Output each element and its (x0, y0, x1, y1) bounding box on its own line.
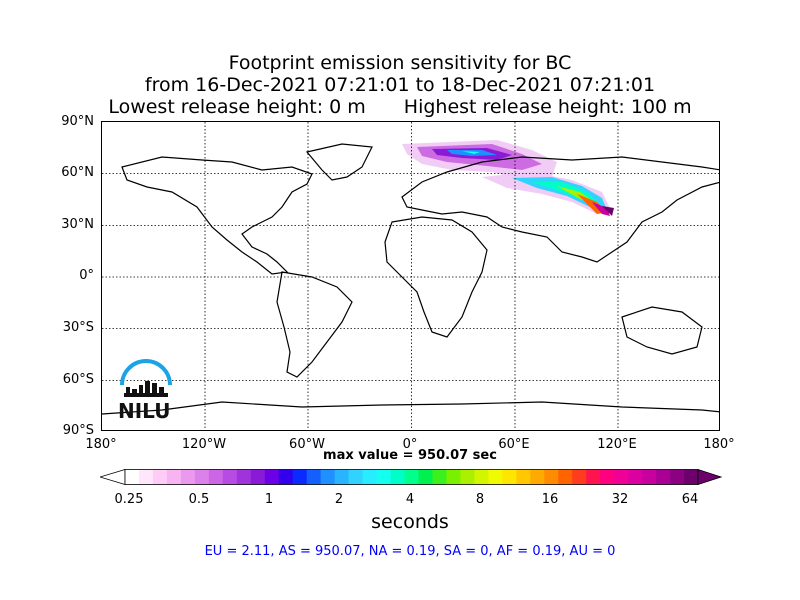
colorbar-swatch (656, 469, 671, 485)
colorbar-swatch (488, 469, 503, 485)
colorbar-swatch (586, 469, 601, 485)
colorbar-swatch (222, 469, 238, 485)
colorbar-swatch (446, 469, 461, 485)
colorbar-swatch (376, 469, 391, 485)
colorbar-swatch (474, 469, 489, 485)
colorbar-swatch (404, 469, 419, 485)
colorbar-swatch (152, 469, 168, 485)
colorbar-swatch (572, 469, 587, 485)
max-value: max value = 950.07 sec (323, 448, 497, 463)
world-map (101, 121, 720, 431)
lat-label: 60°S (62, 372, 94, 387)
lat-label: 30°S (62, 320, 94, 335)
colorbar-swatch (418, 469, 433, 485)
map-title-line1: Footprint emission sensitivity for BC (228, 52, 572, 74)
colorbar-swatch (670, 469, 685, 485)
colorbar-swatch (628, 469, 643, 485)
colorbar-tick: 64 (681, 492, 699, 507)
lat-label: 60°N (61, 165, 94, 180)
colorbar-units: seconds (371, 511, 449, 533)
colorbar-swatch (292, 469, 308, 485)
colorbar-swatch (362, 469, 377, 485)
lon-label: 180° (703, 437, 735, 452)
lat-label: 90°S (62, 423, 94, 438)
colorbar-swatch (320, 469, 336, 485)
colorbar-swatch (334, 469, 350, 485)
footprint-plume (402, 140, 614, 216)
colorbar-swatch (432, 469, 447, 485)
colorbar-under-arrow (100, 469, 126, 485)
colorbar-swatch (278, 469, 294, 485)
colorbar-swatch (348, 469, 363, 485)
colorbar-tick: 0.5 (188, 492, 210, 507)
graticule (102, 122, 719, 430)
lowest-release-height: Lowest release height: 0 m (108, 96, 366, 118)
coastlines (102, 143, 719, 415)
colorbar-swatch (684, 469, 699, 485)
lon-label: 180° (85, 437, 117, 452)
colorbar-swatch (390, 469, 405, 485)
lat-label: 0° (79, 268, 94, 283)
lat-label: 90°N (61, 114, 94, 129)
map-canvas (102, 122, 719, 430)
colorbar-tick: 0.25 (114, 492, 144, 507)
colorbar-frame (124, 469, 699, 485)
colorbar-swatch (642, 469, 657, 485)
map-title-line2: from 16-Dec-2021 07:21:01 to 18-Dec-2021… (144, 74, 656, 96)
colorbar-swatch (208, 469, 224, 485)
colorbar-swatch (166, 469, 182, 485)
colorbar-tick: 1 (264, 492, 274, 507)
colorbar-tick: 8 (475, 492, 485, 507)
lon-label: 0° (402, 437, 418, 452)
map-title-line3: Lowest release height: 0 m Highest releas… (0, 96, 800, 118)
colorbar-swatch (138, 469, 154, 485)
colorbar-swatch (558, 469, 573, 485)
colorbar-swatch (125, 469, 140, 485)
colorbar-swatch (460, 469, 475, 485)
lon-label: 120°W (181, 437, 227, 452)
lat-label: 30°N (61, 217, 94, 232)
colorbar-swatch (194, 469, 210, 485)
colorbar-swatch (306, 469, 322, 485)
colorbar-swatch (180, 469, 196, 485)
lon-label: 60°E (498, 437, 530, 452)
colorbar-swatch (600, 469, 615, 485)
colorbar-tick: 2 (334, 492, 344, 507)
colorbar-tick: 32 (611, 492, 629, 507)
colorbar (100, 469, 722, 485)
nilu-logo (120, 359, 172, 397)
colorbar-swatch (264, 469, 280, 485)
colorbar-tick: 16 (541, 492, 559, 507)
colorbar-tick: 4 (405, 492, 415, 507)
colorbar-over-arrow (697, 469, 722, 485)
colorbar-swatch (502, 469, 517, 485)
lon-label: 60°W (289, 437, 325, 452)
lon-label: 120°E (597, 437, 637, 452)
colorbar-swatch (530, 469, 545, 485)
colorbar-swatch (614, 469, 629, 485)
region-summary: EU = 2.11, AS = 950.07, NA = 0.19, SA = … (204, 544, 616, 559)
nilu-logo-text: NILU (118, 399, 171, 423)
colorbar-swatch (544, 469, 559, 485)
highest-release-height: Highest release height: 100 m (403, 96, 692, 118)
colorbar-swatch (236, 469, 252, 485)
colorbar-swatch (516, 469, 531, 485)
colorbar-swatch (250, 469, 266, 485)
